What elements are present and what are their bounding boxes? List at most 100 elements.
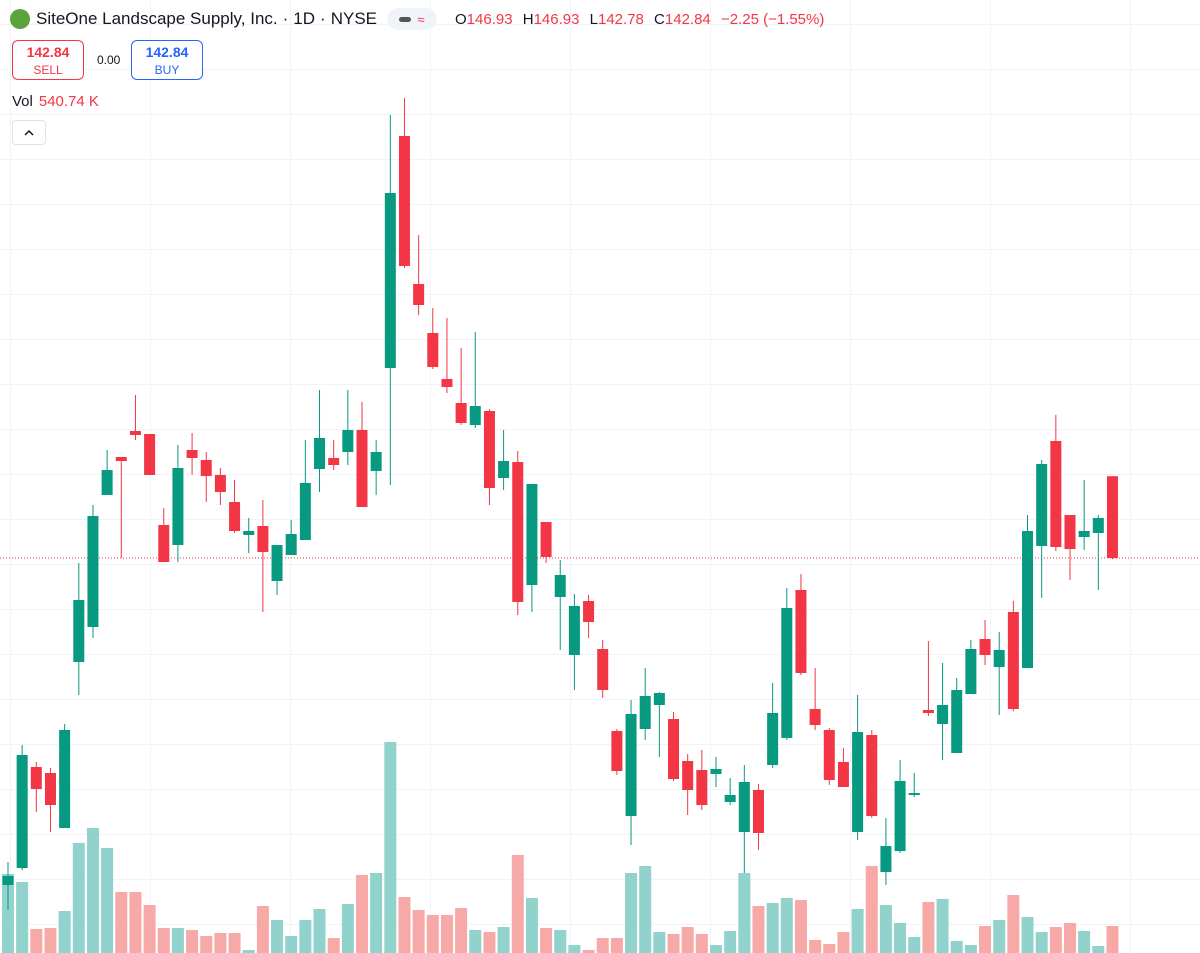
volume-bar xyxy=(440,915,453,953)
volume-bar xyxy=(256,906,269,953)
candle-body xyxy=(186,450,198,458)
exchange: NYSE xyxy=(330,9,377,28)
volume-bar xyxy=(568,945,581,953)
volume-bar xyxy=(2,874,14,953)
volume-bar xyxy=(667,934,680,953)
volume-bar xyxy=(58,911,71,953)
candle-body xyxy=(852,732,864,832)
volume-bar xyxy=(1092,946,1105,953)
compare-toggle[interactable]: ≈ xyxy=(387,8,437,30)
candle-body xyxy=(583,601,595,622)
volume-bar xyxy=(596,938,609,953)
volume-bar xyxy=(894,923,907,953)
candle-body xyxy=(1078,531,1090,537)
volume-bar xyxy=(950,941,963,953)
volume-bar xyxy=(356,875,368,953)
candle-body xyxy=(795,590,807,673)
candle-body xyxy=(229,502,241,531)
candle-body xyxy=(880,846,892,872)
separator: · xyxy=(320,9,326,28)
volume-bar xyxy=(922,902,935,953)
volume-bar xyxy=(979,926,992,953)
volume-bar xyxy=(639,866,652,953)
volume-bar xyxy=(993,920,1006,953)
volume-bar xyxy=(186,930,199,953)
volume-bar xyxy=(271,920,284,953)
candle-body xyxy=(16,755,28,868)
candle-body xyxy=(922,710,934,713)
volume-bar xyxy=(455,908,468,953)
volume-bar xyxy=(101,848,114,953)
volume-bar xyxy=(554,930,567,953)
buy-label: BUY xyxy=(154,63,180,77)
candle-body xyxy=(568,606,580,655)
ohlc-value: 142.84 xyxy=(664,10,711,28)
candle-body xyxy=(625,714,637,816)
volume-bar xyxy=(625,873,638,953)
volume-bar xyxy=(313,909,326,953)
candle-body xyxy=(1064,515,1076,549)
volume-bar xyxy=(299,920,312,953)
volume-bar xyxy=(370,873,383,953)
volume-bar xyxy=(157,928,170,953)
volume-bar xyxy=(1007,895,1020,953)
volume-bar xyxy=(412,910,425,953)
candle-body xyxy=(951,690,963,753)
volume-bar xyxy=(879,905,892,953)
volume-bar xyxy=(936,899,949,953)
sell-button[interactable]: 142.84 SELL xyxy=(12,40,84,80)
candle-body xyxy=(597,649,609,690)
candle-body xyxy=(455,403,467,423)
volume-bar xyxy=(327,938,340,953)
volume-bar xyxy=(115,892,128,953)
spread: 0.00 xyxy=(97,53,121,67)
collapse-button[interactable] xyxy=(12,120,46,145)
volume-bar xyxy=(129,892,142,953)
volume-bar xyxy=(384,742,397,953)
volume-bar xyxy=(610,938,623,953)
candle-body xyxy=(993,650,1005,667)
volume-bar xyxy=(1049,927,1062,953)
volume-bar xyxy=(525,898,538,953)
candle-body xyxy=(809,709,821,725)
candle-body xyxy=(413,284,425,305)
ohlc-value: 146.93 xyxy=(466,10,513,28)
candle-body xyxy=(512,462,524,602)
ohlc-key: L xyxy=(589,10,598,28)
buy-price: 142.84 xyxy=(145,44,189,60)
sell-price: 142.84 xyxy=(26,44,70,60)
candle-body xyxy=(441,379,453,387)
volume-bar xyxy=(44,928,57,953)
candle-body xyxy=(682,761,694,790)
volume-legend: Vol 540.74 K xyxy=(12,93,99,110)
candle-body xyxy=(724,795,736,802)
volume-bar xyxy=(780,898,793,953)
candle-body xyxy=(1022,531,1034,668)
volume-bar xyxy=(143,905,156,953)
candle-body xyxy=(526,484,538,585)
volume-bar xyxy=(1078,931,1091,953)
candle-body xyxy=(767,713,779,765)
candle-body xyxy=(328,458,340,465)
volume-bar xyxy=(1021,917,1034,953)
candle-body xyxy=(668,719,680,779)
volume-bar xyxy=(30,929,43,953)
candle-body xyxy=(158,525,170,562)
candle-body xyxy=(752,790,764,833)
volume-bar xyxy=(738,873,751,953)
candle-body xyxy=(356,430,368,507)
buy-button[interactable]: 142.84 BUY xyxy=(131,40,203,80)
candle-body xyxy=(823,730,835,780)
title: SiteOne Landscape Supply, Inc. xyxy=(36,9,278,28)
volume-bar xyxy=(242,950,255,953)
volume-bar xyxy=(964,945,977,953)
candle-body xyxy=(710,769,722,774)
candle-body xyxy=(1036,464,1048,546)
candle-body xyxy=(2,876,14,885)
volume-bar xyxy=(72,843,85,953)
volume-bar xyxy=(285,936,298,953)
volume-bar xyxy=(1064,923,1076,953)
candle-body xyxy=(285,534,297,555)
